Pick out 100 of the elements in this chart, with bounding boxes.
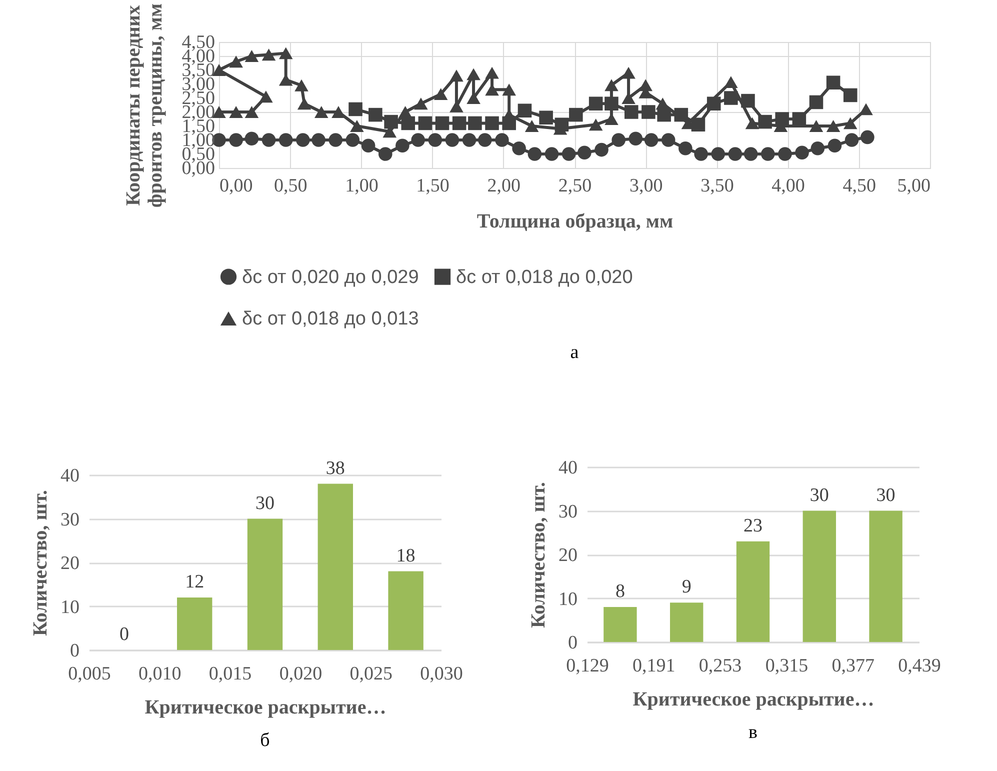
point xyxy=(661,133,676,147)
x-tick-label: 0,00 xyxy=(220,176,253,196)
y-axis-title: Координаты передних фронтов трещины, мм xyxy=(122,3,166,208)
point xyxy=(368,108,382,122)
y-tick-label: 10 xyxy=(558,588,578,610)
point xyxy=(594,142,608,157)
point xyxy=(622,66,636,79)
x-tick-label: 2,00 xyxy=(487,176,521,196)
point xyxy=(604,113,618,125)
point xyxy=(724,91,738,105)
point xyxy=(278,133,293,147)
x-tick-label: 0,030 xyxy=(420,664,463,684)
point xyxy=(495,133,509,147)
point xyxy=(435,116,450,130)
x-tick-label: 0,50 xyxy=(274,176,308,196)
point xyxy=(332,106,346,118)
legend-label: δc от 0,018 до 0,013 xyxy=(242,308,419,330)
point xyxy=(296,133,310,147)
y-axis-title: Количество, шт. xyxy=(528,482,550,628)
point xyxy=(642,105,656,119)
data-label: 12 xyxy=(185,572,204,592)
point xyxy=(262,133,276,147)
point xyxy=(724,76,738,88)
point xyxy=(524,120,539,132)
data-label: 23 xyxy=(744,515,762,536)
point xyxy=(761,147,775,161)
point xyxy=(361,138,376,152)
point xyxy=(706,96,721,110)
point xyxy=(512,142,526,156)
point xyxy=(844,133,859,147)
x-tick-label: 0,010 xyxy=(138,664,182,684)
point xyxy=(518,104,532,118)
point xyxy=(810,142,825,156)
point xyxy=(466,68,480,80)
point xyxy=(348,102,362,116)
x-tick-label: 0,129 xyxy=(566,656,609,676)
point xyxy=(628,132,643,146)
x-tick-label: 0,005 xyxy=(68,664,111,684)
point xyxy=(259,90,273,103)
point xyxy=(539,110,553,124)
point xyxy=(778,147,792,161)
x-tick-label: 0,315 xyxy=(765,656,808,676)
data-label: 30 xyxy=(810,484,829,506)
point xyxy=(294,79,308,92)
point xyxy=(485,116,499,130)
data-label: 18 xyxy=(396,545,416,566)
point xyxy=(502,84,516,96)
data-label: 9 xyxy=(682,576,692,598)
point xyxy=(828,138,842,152)
point xyxy=(401,116,416,130)
point xyxy=(528,147,542,161)
point xyxy=(314,106,328,118)
text: в xyxy=(748,722,758,743)
point xyxy=(792,112,806,126)
point xyxy=(229,56,243,68)
point xyxy=(398,106,412,118)
x-tick-label: 1,00 xyxy=(345,176,378,196)
data-label: 38 xyxy=(326,458,345,479)
point xyxy=(478,133,492,147)
point xyxy=(434,88,448,100)
point xyxy=(578,146,592,160)
point xyxy=(384,114,398,129)
x-axis-title: Толщина образца, мм xyxy=(476,210,674,232)
point xyxy=(485,66,499,79)
point xyxy=(622,92,636,104)
y-tick-label: 10 xyxy=(60,596,80,618)
point xyxy=(350,120,364,132)
point xyxy=(728,147,742,161)
point xyxy=(809,120,824,132)
point xyxy=(278,47,293,60)
point xyxy=(466,92,480,104)
point xyxy=(604,79,618,92)
x-tick-label: 0,015 xyxy=(208,664,252,684)
x-tick-label: 0,253 xyxy=(698,656,742,676)
y-tick-label: 20 xyxy=(60,553,80,574)
y-axis-title: Количество, шт. xyxy=(30,490,52,636)
y-tick-label: 20 xyxy=(558,545,578,566)
x-tick-label: 3,50 xyxy=(700,176,734,196)
y-tick-label: 0 xyxy=(568,632,578,654)
point xyxy=(588,96,603,110)
x-tick-label: 4,00 xyxy=(772,176,805,196)
point xyxy=(694,147,708,161)
point xyxy=(411,133,425,147)
point xyxy=(414,98,428,110)
x-tick-label: 1,50 xyxy=(416,176,450,196)
text: б xyxy=(260,730,270,751)
point xyxy=(795,146,809,160)
point xyxy=(843,117,858,130)
point xyxy=(657,108,671,122)
x-tick-label: 0,439 xyxy=(898,656,941,676)
point xyxy=(418,116,432,130)
point xyxy=(843,88,858,102)
point xyxy=(312,133,326,147)
x-axis-title: Критическое раскрытие… xyxy=(144,696,386,718)
x-tick-label: 5,00 xyxy=(897,176,930,196)
point xyxy=(604,96,618,110)
x-axis-title: Критическое раскрытие… xyxy=(632,688,874,710)
legend-label: δc от 0,020 до 0,029 xyxy=(242,266,419,288)
point xyxy=(544,147,559,161)
point xyxy=(859,103,873,116)
